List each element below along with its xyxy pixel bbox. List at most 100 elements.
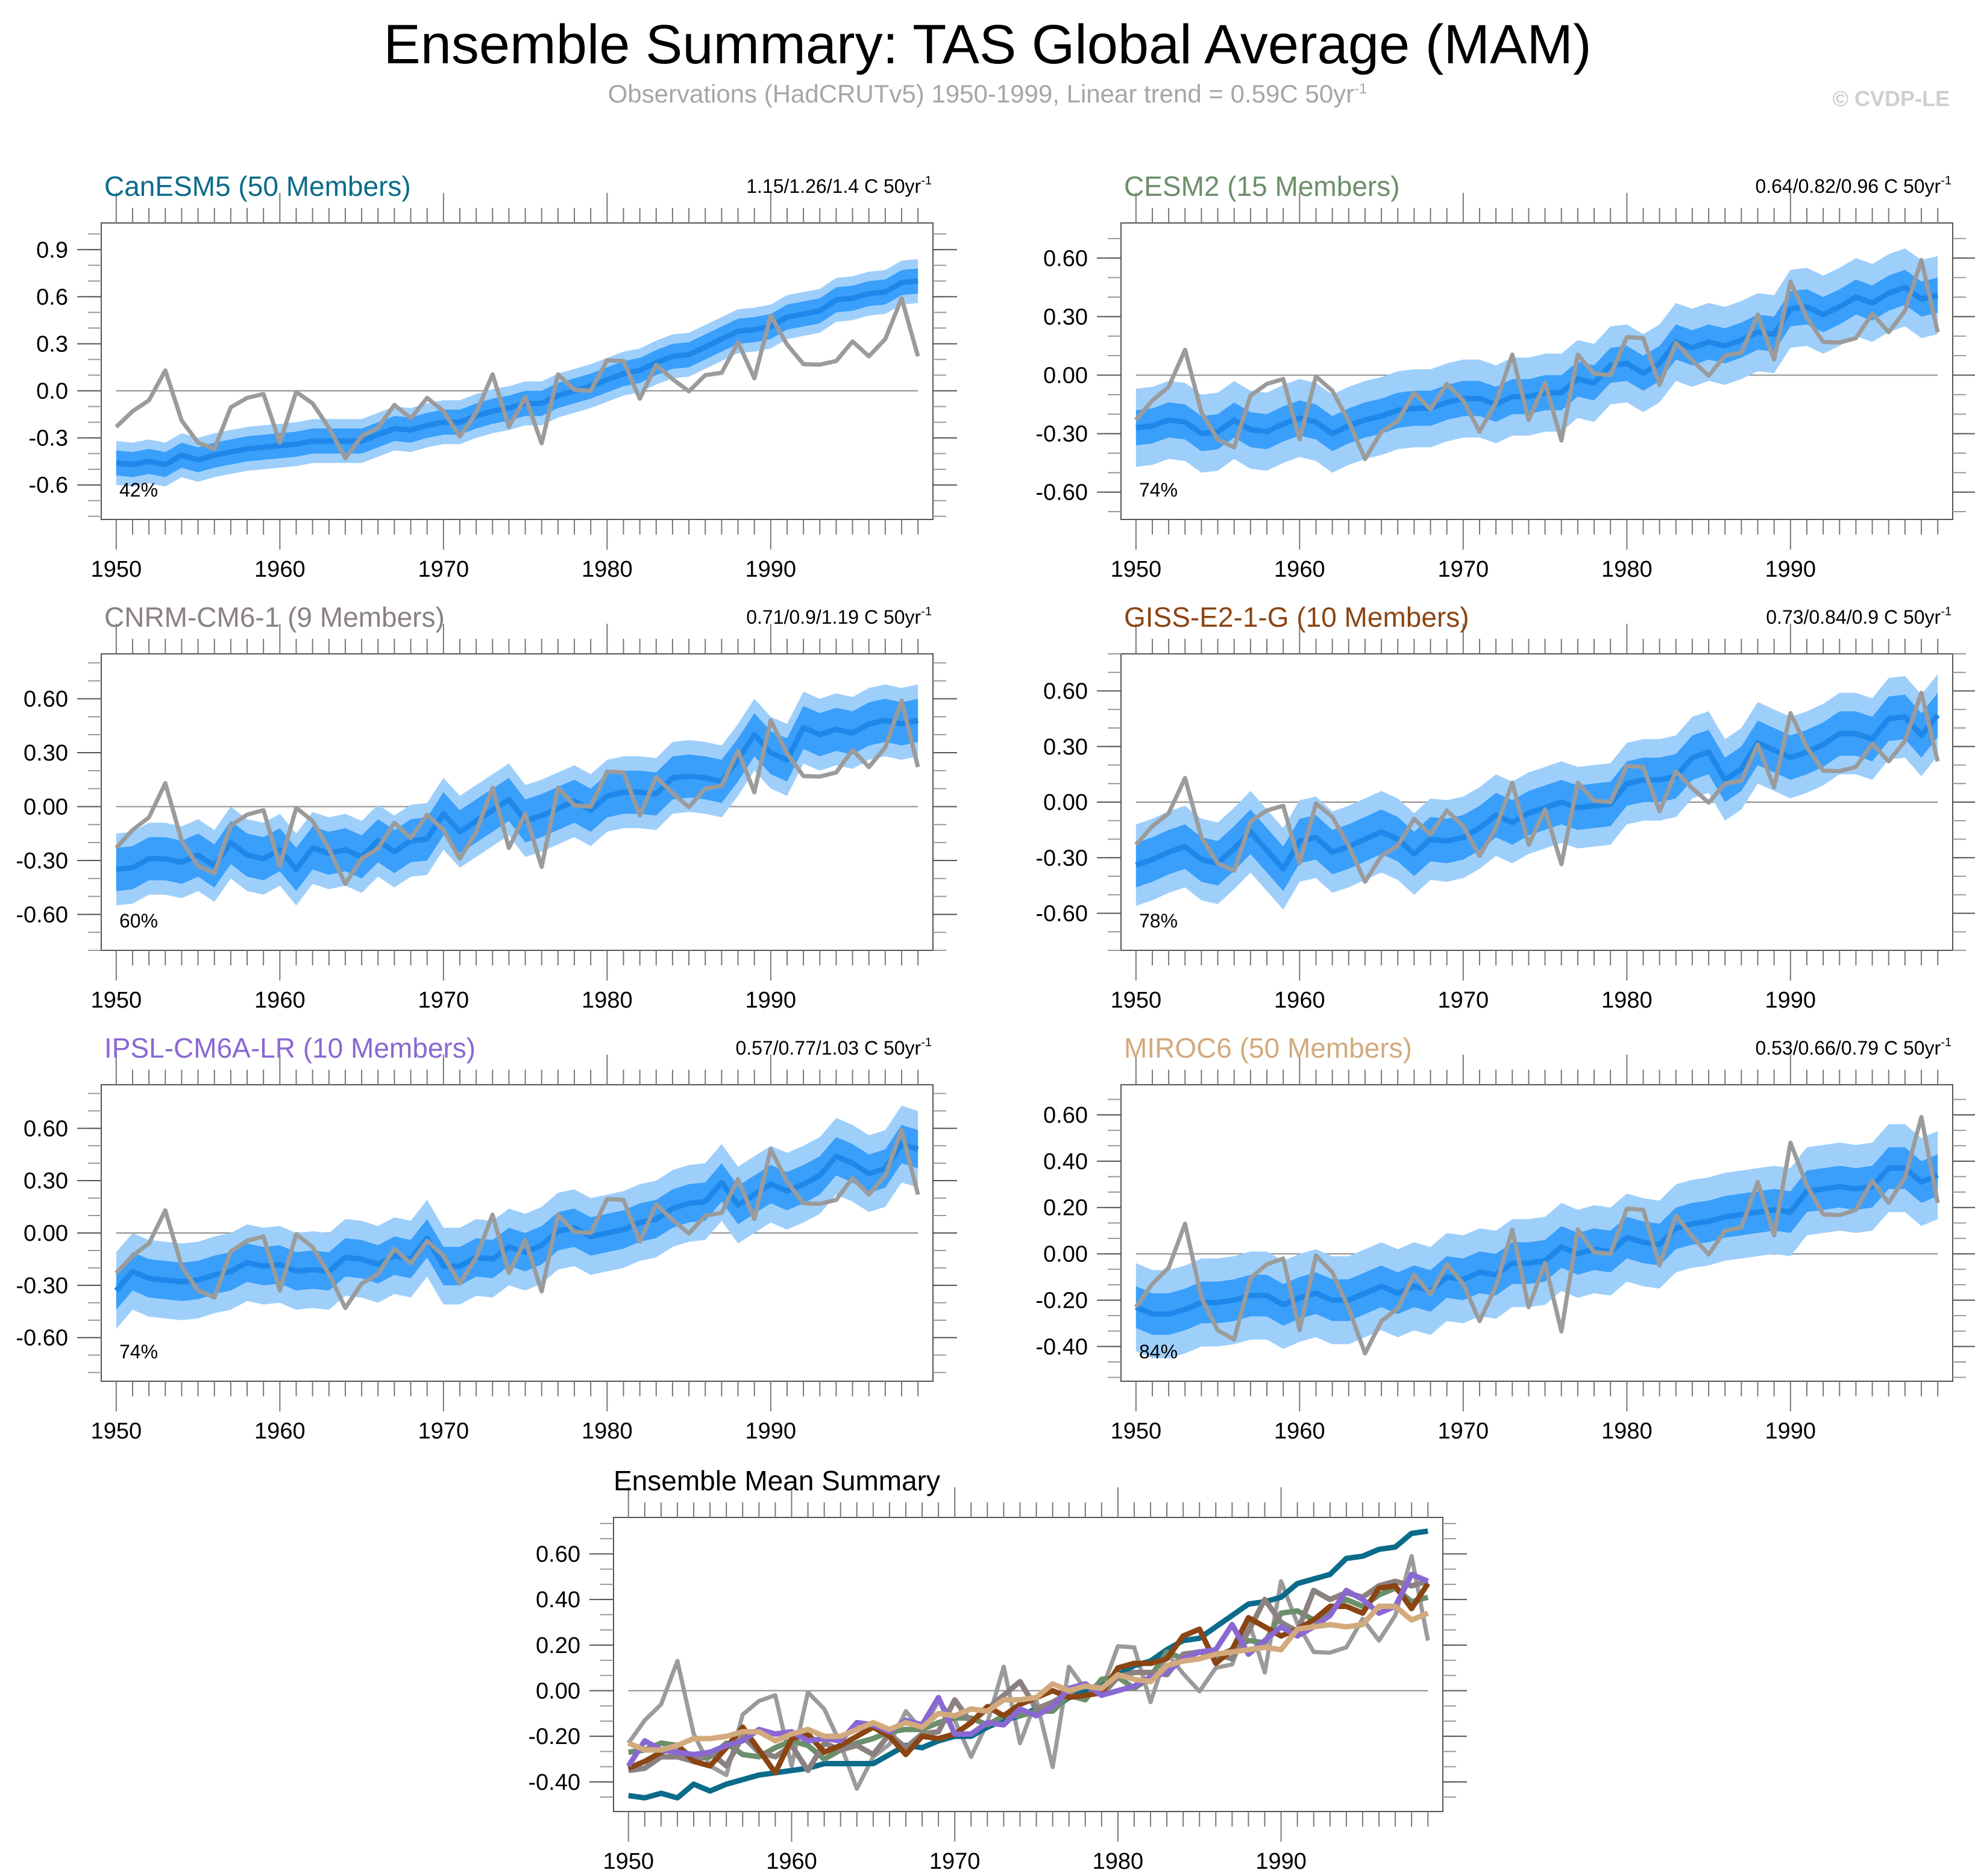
- x-tick-label: 1990: [1255, 1849, 1307, 1874]
- panel-title: CESM2 (15 Members): [1124, 171, 1400, 202]
- x-tick-label: 1970: [929, 1849, 981, 1874]
- y-tick-label: 0.00: [1043, 1242, 1088, 1267]
- x-tick-label: 1950: [91, 1419, 142, 1444]
- percent-label: 42%: [119, 479, 158, 501]
- x-tick-label: 1950: [91, 557, 142, 582]
- panel-trend: 0.53/0.66/0.79 C 50yr-1: [1755, 1036, 1951, 1059]
- panel-miroc6: 1950 1960 1970 1980 1990 -0.40 -0.20 0.00 0.20 0.…: [1035, 1032, 1975, 1444]
- x-tick-label: 1970: [1438, 1419, 1489, 1444]
- y-tick-label: -0.40: [1035, 1334, 1088, 1360]
- x-tick-label: 1970: [418, 1419, 469, 1444]
- y-tick-label: 0.60: [1043, 679, 1088, 704]
- ensemble-mean-line: [116, 717, 919, 873]
- x-tick-label: 1960: [254, 988, 306, 1013]
- x-tick-label: 1970: [1438, 557, 1489, 582]
- y-tick-label: -0.60: [16, 1326, 68, 1351]
- subtitle-superscript: -1: [1354, 81, 1367, 97]
- panel-cesm2: 1950 1960 1970 1980 1990 -0.60 -0.30 0.00 0.30 0.…: [1035, 171, 1975, 582]
- figure-subtitle: Observations (HadCRUTv5) 1950-1999, Line…: [0, 80, 1975, 108]
- inner-spread-band: [116, 698, 918, 891]
- panel-trend: 0.57/0.77/1.03 C 50yr-1: [735, 1036, 932, 1059]
- panel-trend: 0.71/0.9/1.19 C 50yr-1: [746, 605, 932, 628]
- plot-frame: [1120, 222, 1953, 520]
- y-tick-label: 0.3: [36, 331, 68, 357]
- model-mean-line-cnrm-cm6-1: [628, 1578, 1429, 1774]
- x-tick-label: 1960: [1274, 1419, 1325, 1444]
- inner-spread-band: [116, 1125, 918, 1310]
- y-tick-label: 0.60: [1043, 1103, 1088, 1128]
- panel-title: IPSL-CM6A-LR (10 Members): [104, 1032, 476, 1064]
- trend-superscript: -1: [1941, 605, 1951, 618]
- trend-superscript: -1: [1941, 1036, 1951, 1049]
- percent-label: 78%: [1139, 910, 1178, 932]
- ensemble-mean-line: [1135, 1165, 1939, 1317]
- inner-spread-band: [1135, 1147, 1938, 1335]
- y-tick-label: -0.40: [528, 1770, 580, 1795]
- ensemble-mean-line: [1135, 713, 1940, 872]
- panel-title: GISS-E2-1-G (10 Members): [1124, 601, 1469, 633]
- y-tick-label: -0.60: [16, 902, 68, 927]
- y-tick-label: -0.30: [16, 1273, 68, 1299]
- plot-frame: [1120, 1084, 1953, 1382]
- copyright-label: © CVDP-LE: [1832, 86, 1950, 111]
- y-tick-label: 0.30: [1043, 304, 1088, 330]
- x-tick-label: 1950: [1111, 988, 1162, 1013]
- y-tick-label: -0.30: [1035, 845, 1088, 871]
- y-tick-label: 0.00: [1043, 790, 1088, 815]
- y-tick-label: 0.00: [1043, 363, 1088, 388]
- x-tick-label: 1960: [766, 1849, 817, 1874]
- x-tick-label: 1990: [746, 557, 797, 582]
- percent-label: 74%: [1139, 479, 1178, 501]
- y-tick-label: 0.60: [24, 687, 68, 712]
- y-tick-label: -0.20: [1035, 1288, 1088, 1313]
- panel-giss-e2-1-g: 1950 1960 1970 1980 1990 -0.60 -0.30 0.00 0.30 0.…: [1035, 601, 1975, 1013]
- observations-line: [1134, 258, 1940, 462]
- observations-line: [626, 1554, 1430, 1791]
- y-tick-label: 0.00: [24, 794, 68, 820]
- y-tick-label: 0.40: [1043, 1149, 1088, 1175]
- subtitle-text: Observations (HadCRUTv5) 1950-1999, Line…: [608, 80, 1355, 108]
- x-tick-label: 1960: [254, 557, 306, 582]
- x-tick-label: 1990: [746, 1419, 797, 1444]
- y-tick-label: -0.60: [1035, 902, 1088, 927]
- x-tick-label: 1970: [1438, 988, 1489, 1013]
- ensemble-mean-line: [114, 1141, 919, 1293]
- percent-label: 74%: [119, 1341, 158, 1363]
- y-tick-label: 0.0: [36, 379, 68, 404]
- panel-cnrm-cm6-1: 1950 1960 1970 1980 1990 -0.60 -0.30 0.00 0.30 0.…: [16, 601, 957, 1013]
- y-tick-label: 0.60: [536, 1542, 580, 1567]
- panel-title: CNRM-CM6-1 (9 Members): [104, 601, 445, 633]
- x-tick-label: 1980: [582, 988, 633, 1013]
- inner-spread-band: [1135, 692, 1938, 891]
- panel-title: CanESM5 (50 Members): [104, 171, 411, 202]
- x-tick-label: 1990: [746, 988, 797, 1013]
- outer-spread-band: [116, 1105, 918, 1329]
- panel-trend: 1.15/1.26/1.4 C 50yr-1: [746, 174, 932, 197]
- y-tick-label: 0.9: [36, 237, 68, 263]
- trend-superscript: -1: [1941, 174, 1951, 187]
- x-tick-label: 1960: [1274, 988, 1325, 1013]
- y-tick-label: 0.20: [536, 1633, 580, 1658]
- x-tick-label: 1950: [603, 1849, 654, 1874]
- y-tick-label: 0.00: [24, 1221, 68, 1246]
- y-tick-label: 0.20: [1043, 1196, 1088, 1221]
- panel-canesm5: 1950 1960 1970 1980 1990 -0.6 -0.3 0.0 0.3 0.6 0.9…: [29, 171, 957, 582]
- x-tick-label: 1980: [1093, 1849, 1144, 1874]
- panel-trend: 0.73/0.84/0.9 C 50yr-1: [1766, 605, 1951, 628]
- y-tick-label: -0.3: [29, 426, 68, 451]
- inner-spread-band: [116, 268, 918, 477]
- y-tick-label: -0.30: [1035, 422, 1088, 447]
- observations-line: [115, 1128, 920, 1310]
- y-tick-label: -0.30: [16, 849, 68, 874]
- observations-line: [115, 296, 920, 460]
- y-tick-label: 0.30: [24, 741, 68, 766]
- x-tick-label: 1980: [1601, 1419, 1653, 1444]
- x-tick-label: 1960: [1274, 557, 1325, 582]
- y-tick-label: 0.6: [36, 284, 68, 310]
- x-tick-label: 1990: [1765, 557, 1816, 582]
- y-tick-label: 0.40: [536, 1587, 580, 1613]
- x-tick-label: 1950: [1111, 557, 1162, 582]
- x-tick-label: 1990: [1765, 1419, 1816, 1444]
- model-mean-line-miroc6: [627, 1604, 1429, 1753]
